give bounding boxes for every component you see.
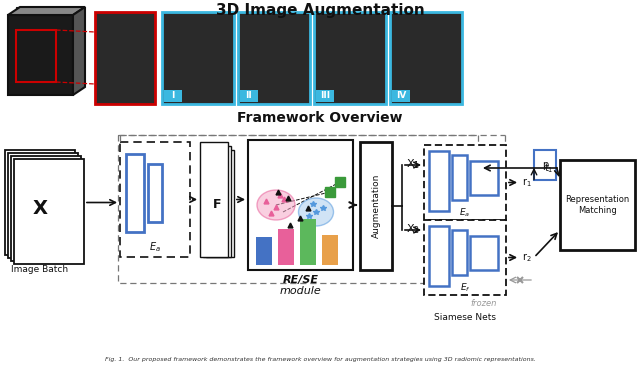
Text: E$_a$: E$_a$: [460, 207, 470, 219]
Bar: [200, 142, 228, 257]
Text: I: I: [172, 91, 175, 101]
Bar: [360, 142, 392, 270]
Text: p: p: [542, 160, 548, 170]
Polygon shape: [8, 7, 85, 15]
Bar: [424, 145, 506, 220]
Text: r$_2$: r$_2$: [522, 251, 532, 264]
Text: X$_1$: X$_1$: [406, 157, 420, 171]
Bar: [14, 159, 84, 264]
Text: module: module: [280, 286, 321, 296]
Bar: [314, 12, 386, 104]
Bar: [8, 153, 78, 258]
Bar: [118, 135, 478, 283]
Bar: [120, 142, 190, 257]
Text: Framework Overview: Framework Overview: [237, 111, 403, 125]
Bar: [203, 146, 231, 257]
Bar: [452, 155, 467, 200]
Text: X$_2$: X$_2$: [406, 222, 420, 236]
Bar: [452, 230, 467, 275]
Text: II: II: [246, 91, 252, 101]
Bar: [5, 150, 75, 255]
Bar: [126, 154, 144, 232]
Bar: [392, 90, 410, 102]
Bar: [206, 150, 234, 257]
Text: RE/SE: RE/SE: [282, 275, 319, 285]
Bar: [164, 90, 182, 102]
Text: t$_1$: t$_1$: [545, 161, 554, 175]
Text: III: III: [320, 91, 330, 101]
Text: Image Batch: Image Batch: [12, 265, 68, 274]
Bar: [8, 15, 73, 95]
Bar: [256, 237, 272, 265]
Text: X: X: [33, 199, 47, 218]
Bar: [248, 140, 353, 270]
Bar: [300, 219, 316, 265]
Bar: [95, 12, 155, 104]
Bar: [238, 12, 310, 104]
Text: F: F: [212, 198, 221, 211]
Bar: [429, 226, 449, 286]
Bar: [534, 150, 556, 180]
Bar: [429, 151, 449, 211]
Bar: [316, 90, 334, 102]
Text: E$_f$: E$_f$: [460, 281, 470, 294]
Text: r$_1$: r$_1$: [522, 176, 532, 189]
Text: Representation
Matching: Representation Matching: [565, 195, 630, 215]
Bar: [162, 12, 234, 104]
Bar: [240, 90, 258, 102]
Bar: [322, 235, 338, 265]
Bar: [16, 7, 81, 87]
Bar: [11, 156, 81, 261]
Ellipse shape: [257, 190, 295, 220]
Text: Augmentation: Augmentation: [371, 174, 381, 238]
Bar: [390, 12, 462, 104]
Bar: [560, 160, 635, 250]
Text: E$_a$: E$_a$: [149, 240, 161, 254]
Bar: [470, 161, 498, 195]
Ellipse shape: [298, 198, 333, 226]
Text: 3D Image Augmentation: 3D Image Augmentation: [216, 3, 424, 18]
Text: Siamese Nets: Siamese Nets: [434, 313, 496, 322]
Polygon shape: [73, 7, 85, 95]
Bar: [16, 30, 56, 82]
Bar: [424, 220, 506, 295]
Bar: [148, 164, 162, 222]
Bar: [12, 11, 77, 91]
Text: frozen: frozen: [471, 298, 497, 308]
Text: IV: IV: [396, 91, 406, 101]
Bar: [470, 236, 498, 270]
Text: Fig. 1.  Our proposed framework demonstrates the framework overview for augmenta: Fig. 1. Our proposed framework demonstra…: [104, 357, 536, 363]
Bar: [278, 229, 294, 265]
